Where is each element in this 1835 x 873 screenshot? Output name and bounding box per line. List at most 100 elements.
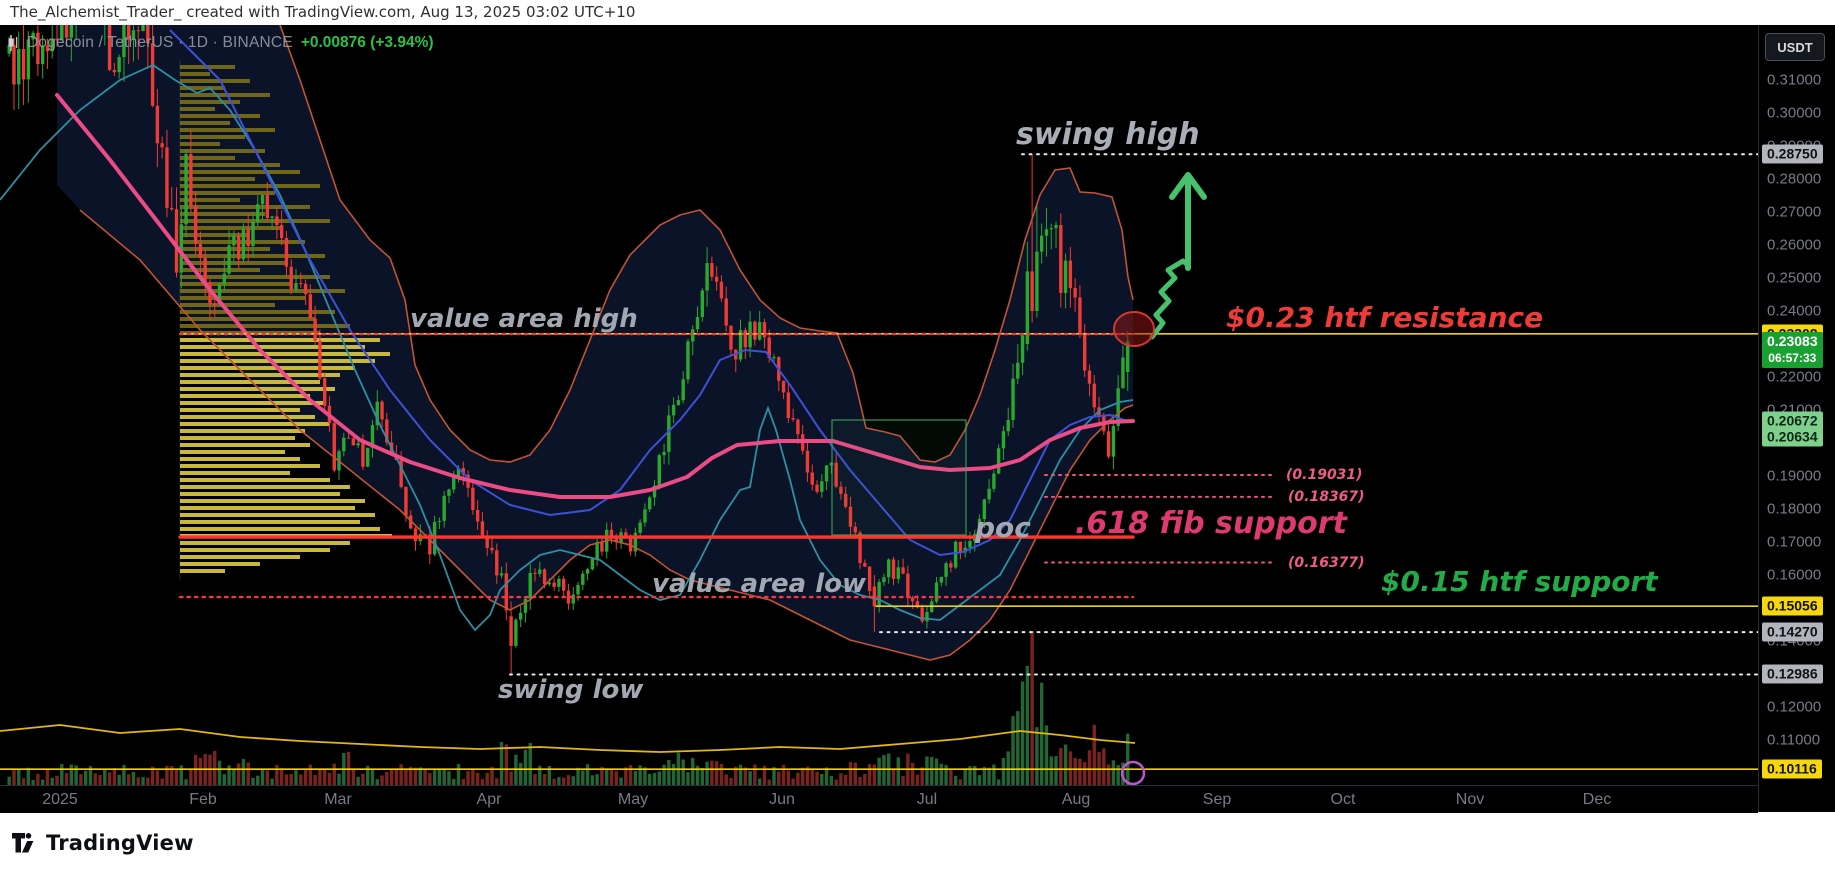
volume-profile-bar <box>180 212 265 216</box>
volume-profile-bar <box>180 233 250 237</box>
price-tick-0.26000: 0.26000 <box>1767 236 1822 254</box>
green-squiggle-line <box>1149 258 1191 340</box>
time-axis[interactable]: 2025 Feb Mar Apr May Jun Jul Aug Sep Oct Nov Dec <box>0 785 1758 813</box>
volume-profile-bar <box>180 107 215 111</box>
volume-profile-bar <box>180 184 320 188</box>
annotation-poc[interactable]: poc <box>975 511 1031 544</box>
time-axis-label-Sep: Sep <box>1202 791 1232 808</box>
volume-profile-bar <box>180 128 275 132</box>
volume-profile-bar <box>180 86 225 90</box>
volume-profile-bar <box>180 464 320 468</box>
price-tick-0.12000: 0.12000 <box>1767 698 1822 716</box>
volume-profile-bar <box>180 478 330 482</box>
price-tick-0.31000: 0.31000 <box>1767 71 1822 89</box>
symbol-change: +0.00876 (+3.94%) <box>300 34 434 51</box>
time-axis-label-Jun: Jun <box>769 791 795 808</box>
volume-series <box>7 631 1130 785</box>
time-axis-label-Oct: Oct <box>1330 791 1356 808</box>
price-tick-0.30000: 0.30000 <box>1767 104 1822 122</box>
candle-icon <box>8 35 18 51</box>
chart-area[interactable]: Dogecoin / TetherUS · 1D · BINANCE +0.00… <box>0 25 1835 813</box>
price-label-0.14270: 0.14270 <box>1762 622 1823 642</box>
volume-profile-bar <box>180 422 330 426</box>
annotation-swing-high[interactable]: swing high <box>1016 117 1200 152</box>
annotation-fib-level-3[interactable]: (0.16377) <box>1288 555 1365 571</box>
volume-profile-bar <box>180 345 365 349</box>
volume-profile-bar <box>180 569 225 573</box>
annotation-fib-support[interactable]: .618 fib support <box>1075 506 1347 541</box>
price-tick-0.24000: 0.24000 <box>1767 302 1822 320</box>
blue-ma-line <box>169 29 1131 557</box>
volume-profile-bar <box>180 275 330 279</box>
volume-profile-bar <box>180 513 375 517</box>
volume-profile-bar <box>180 408 300 412</box>
green-arrow-head <box>1169 172 1207 200</box>
volume-profile-bar <box>180 485 350 489</box>
price-tick-0.28000: 0.28000 <box>1767 170 1822 188</box>
volume-profile-bar <box>180 555 300 559</box>
volume-profile-bar <box>180 72 210 76</box>
volume-profile-bar <box>180 506 355 510</box>
annotation-htf-support[interactable]: $0.15 htf support <box>1381 565 1658 598</box>
tradingview-brand-text[interactable]: TradingView <box>46 830 194 855</box>
annotation-value-area-high[interactable]: value area high <box>410 304 638 334</box>
green-range-box <box>831 419 967 536</box>
price-tick-0.19000: 0.19000 <box>1767 467 1822 485</box>
volume-profile-bar <box>180 282 290 286</box>
volume-profile-bar <box>180 177 255 181</box>
volume-profile-bar <box>180 296 305 300</box>
volume-profile-bar <box>180 373 340 377</box>
volume-profile-bar <box>180 198 240 202</box>
volume-profile-bar <box>180 93 270 97</box>
lower-band-line <box>79 209 1134 661</box>
volume-profile-bar <box>180 457 300 461</box>
volume-profile-bar <box>180 548 330 552</box>
volume-profile-bar <box>180 492 340 496</box>
volume-profile-bar <box>180 541 350 545</box>
price-tick-0.18000: 0.18000 <box>1767 500 1822 518</box>
price-label-0.10116: 0.10116 <box>1762 759 1822 779</box>
annotation-htf-resistance[interactable]: $0.23 htf resistance <box>1226 301 1544 334</box>
annotation-value-area-low[interactable]: value area low <box>652 569 866 599</box>
attribution-text: The_Alchemist_Trader_ created with Tradi… <box>0 0 1835 25</box>
annotation-fib-level-1[interactable]: (0.19031) <box>1286 467 1363 483</box>
volume-profile-bar <box>180 401 325 405</box>
volume-profile-bar <box>180 135 245 139</box>
symbol-title[interactable]: Dogecoin / TetherUS · 1D · BINANCE <box>27 34 293 51</box>
volume-profile-bar <box>180 191 275 195</box>
price-tick-0.25000: 0.25000 <box>1767 269 1822 287</box>
price-tick-0.11000: 0.11000 <box>1767 731 1821 749</box>
volume-profile-bar <box>180 387 335 391</box>
time-axis-label-Jul: Jul <box>916 791 938 808</box>
volume-profile-bar <box>180 520 360 524</box>
price-label-0.15056: 0.15056 <box>1762 596 1823 616</box>
price-axis[interactable]: USDT 0.310000.300000.290000.280000.27000… <box>1758 25 1835 812</box>
tradingview-logo-icon[interactable] <box>12 832 39 854</box>
volume-profile-bar <box>180 338 380 342</box>
volume-profile-bar <box>180 429 305 433</box>
volume-profile-bar <box>180 303 275 307</box>
bollinger-cloud <box>57 25 1133 660</box>
volume-profile-bar <box>180 317 315 321</box>
volume-profile-bar <box>180 100 240 104</box>
price-label-0.23083: 0.23083 06:57:33 <box>1762 332 1823 368</box>
volume-ma-line <box>0 724 1136 753</box>
volume-profile-bar <box>180 289 345 293</box>
price-label-0.20634: 0.20634 <box>1762 427 1823 447</box>
volume-profile-bar <box>180 268 260 272</box>
price-tick-0.17000: 0.17000 <box>1767 533 1822 551</box>
time-axis-label-Mar: Mar <box>324 791 352 808</box>
currency-toggle-button[interactable]: USDT <box>1765 33 1825 61</box>
volume-profile-bar <box>180 366 355 370</box>
volume-profile-bar <box>180 359 375 363</box>
footer-bar: TradingView <box>0 812 1835 873</box>
time-axis-label-Dec: Dec <box>1582 791 1612 808</box>
symbol-bar[interactable]: Dogecoin / TetherUS · 1D · BINANCE +0.00… <box>8 33 434 53</box>
chart-canvas[interactable] <box>0 25 1758 812</box>
volume-profile-bar <box>180 562 260 566</box>
annotation-swing-low[interactable]: swing low <box>498 675 644 705</box>
volume-profile-bar <box>180 352 390 356</box>
volume-profile-bar <box>180 261 285 265</box>
annotation-fib-level-2[interactable]: (0.18367) <box>1288 489 1365 505</box>
